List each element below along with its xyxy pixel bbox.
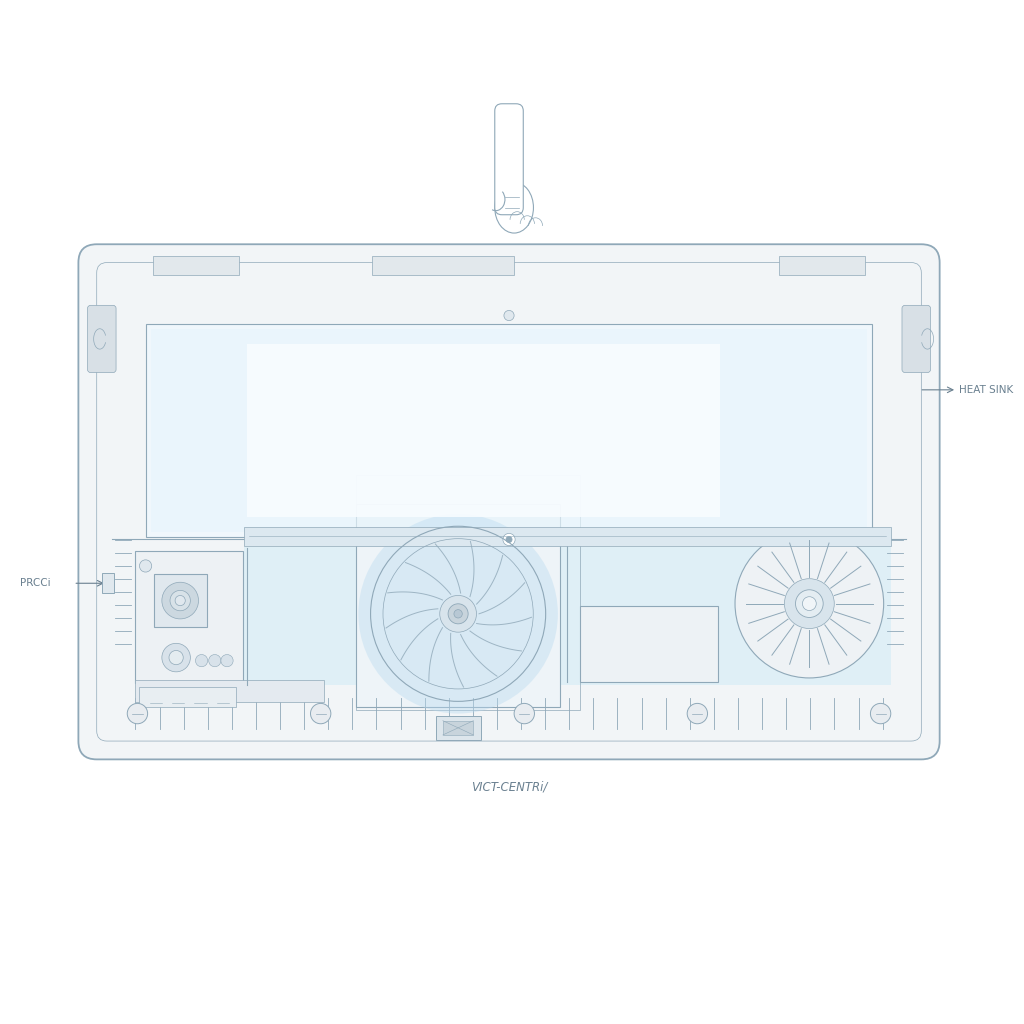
Circle shape xyxy=(687,703,708,724)
Circle shape xyxy=(503,534,515,546)
Ellipse shape xyxy=(495,182,534,233)
Bar xyxy=(245,547,891,685)
Text: PRCCi: PRCCi xyxy=(20,579,51,588)
FancyBboxPatch shape xyxy=(79,245,940,760)
Circle shape xyxy=(221,654,233,667)
Circle shape xyxy=(514,703,535,724)
Circle shape xyxy=(175,596,185,605)
FancyBboxPatch shape xyxy=(87,305,116,373)
Bar xyxy=(139,687,237,708)
FancyBboxPatch shape xyxy=(495,103,523,215)
Circle shape xyxy=(506,537,512,543)
Circle shape xyxy=(803,597,816,610)
Circle shape xyxy=(170,591,190,610)
Bar xyxy=(154,574,207,627)
Circle shape xyxy=(209,654,221,667)
Circle shape xyxy=(358,514,558,714)
Circle shape xyxy=(127,703,147,724)
Circle shape xyxy=(449,604,468,624)
Circle shape xyxy=(196,654,208,667)
Circle shape xyxy=(784,579,835,629)
Bar xyxy=(153,256,240,274)
Circle shape xyxy=(735,529,884,678)
Bar xyxy=(135,680,324,702)
Bar xyxy=(135,551,244,683)
FancyBboxPatch shape xyxy=(902,305,931,373)
Bar xyxy=(442,721,473,735)
Bar xyxy=(356,475,581,710)
Circle shape xyxy=(310,703,331,724)
Bar xyxy=(248,344,720,517)
Circle shape xyxy=(169,650,183,665)
Bar xyxy=(581,605,718,682)
Circle shape xyxy=(439,595,476,632)
Bar xyxy=(151,329,867,532)
Text: VICT-CENTRi/: VICT-CENTRi/ xyxy=(471,780,547,794)
Bar xyxy=(356,504,560,708)
Circle shape xyxy=(139,560,152,572)
Circle shape xyxy=(796,590,823,617)
Bar xyxy=(372,256,514,274)
Circle shape xyxy=(870,703,891,724)
Circle shape xyxy=(504,310,514,321)
Bar xyxy=(101,573,114,594)
Circle shape xyxy=(162,583,199,618)
Text: HEAT SINK: HEAT SINK xyxy=(959,385,1013,395)
Circle shape xyxy=(454,609,462,617)
Circle shape xyxy=(162,643,190,672)
Bar xyxy=(779,256,865,274)
FancyBboxPatch shape xyxy=(145,324,872,538)
Bar xyxy=(245,527,891,546)
Bar xyxy=(436,716,480,740)
